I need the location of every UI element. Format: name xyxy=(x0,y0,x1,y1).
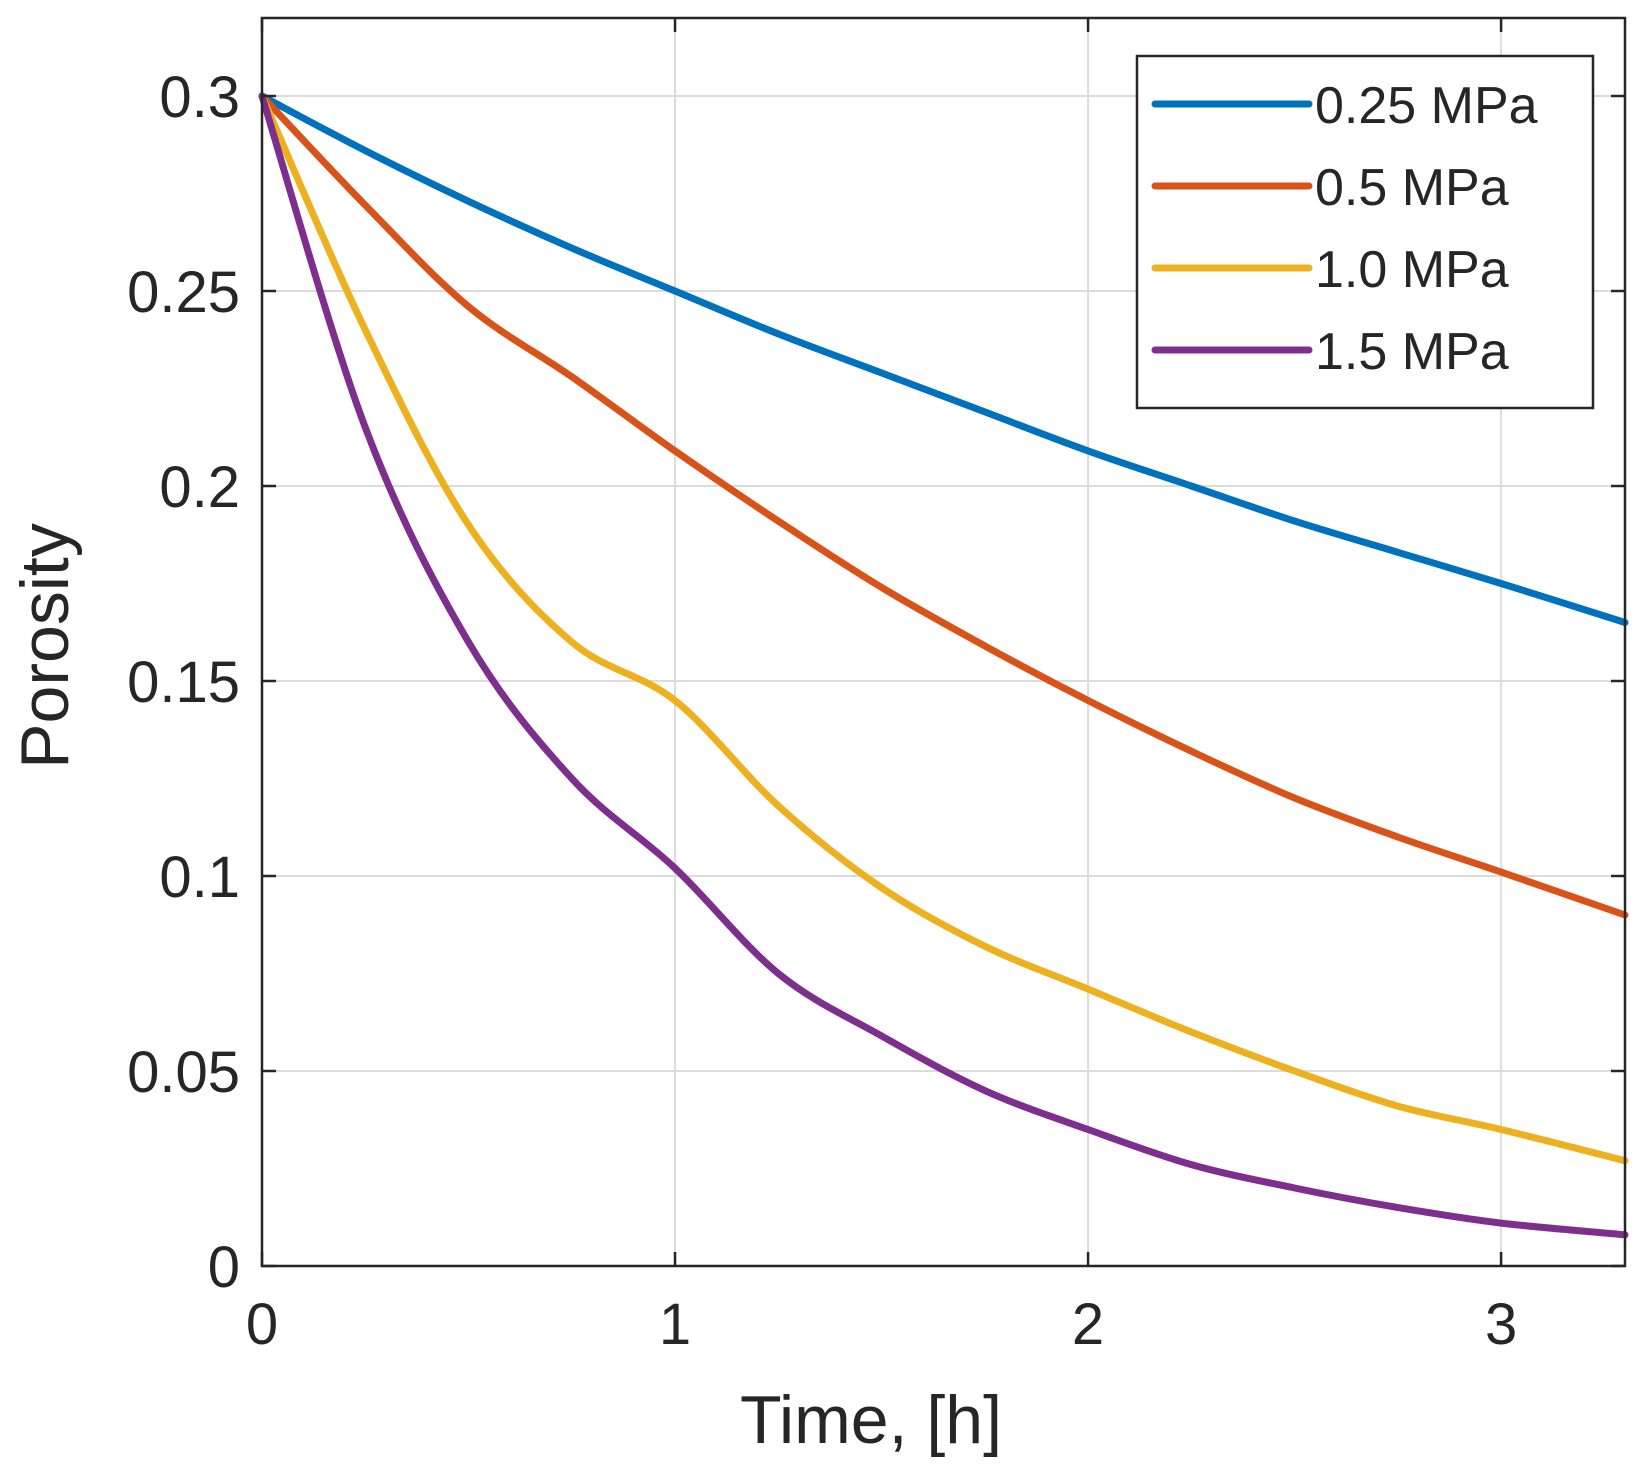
series-line xyxy=(258,92,1629,919)
series-line xyxy=(258,92,1629,1165)
y-tick-label: 0.25 xyxy=(127,260,240,325)
legend-label: 0.25 MPa xyxy=(1315,77,1538,135)
x-tick-label: 1 xyxy=(659,1292,691,1357)
x-axis-title: Time, [h] xyxy=(740,1382,1002,1458)
y-tick-label: 0.1 xyxy=(159,845,240,910)
y-tick-label: 0 xyxy=(208,1235,240,1300)
y-tick-label: 0.2 xyxy=(159,455,240,520)
y-axis-title: Porosity xyxy=(7,523,83,769)
series-line xyxy=(258,92,1629,626)
legend-label: 0.5 MPa xyxy=(1315,159,1509,217)
axes-box xyxy=(260,16,1627,1268)
series-line xyxy=(258,92,1629,1239)
y-tick-label: 0.3 xyxy=(159,65,240,130)
y-tick-label: 0.05 xyxy=(127,1040,240,1105)
y-tick-label: 0.15 xyxy=(127,650,240,715)
legend-label: 1.5 MPa xyxy=(1315,323,1509,381)
y-tick-labels: 0 0.05 0.1 0.15 0.2 0.25 0.3 xyxy=(127,65,240,1300)
x-tick-label: 0 xyxy=(246,1292,278,1357)
series-layer xyxy=(258,92,1629,1239)
legend-label: 1.0 MPa xyxy=(1315,241,1509,299)
axes-layer xyxy=(260,16,1627,1268)
x-tick-labels: 0 1 2 3 xyxy=(246,1292,1517,1357)
x-tick-label: 2 xyxy=(1072,1292,1104,1357)
x-tick-label: 3 xyxy=(1485,1292,1517,1357)
legend: 0.25 MPa 0.5 MPa 1.0 MPa 1.5 MPa xyxy=(1135,54,1595,410)
